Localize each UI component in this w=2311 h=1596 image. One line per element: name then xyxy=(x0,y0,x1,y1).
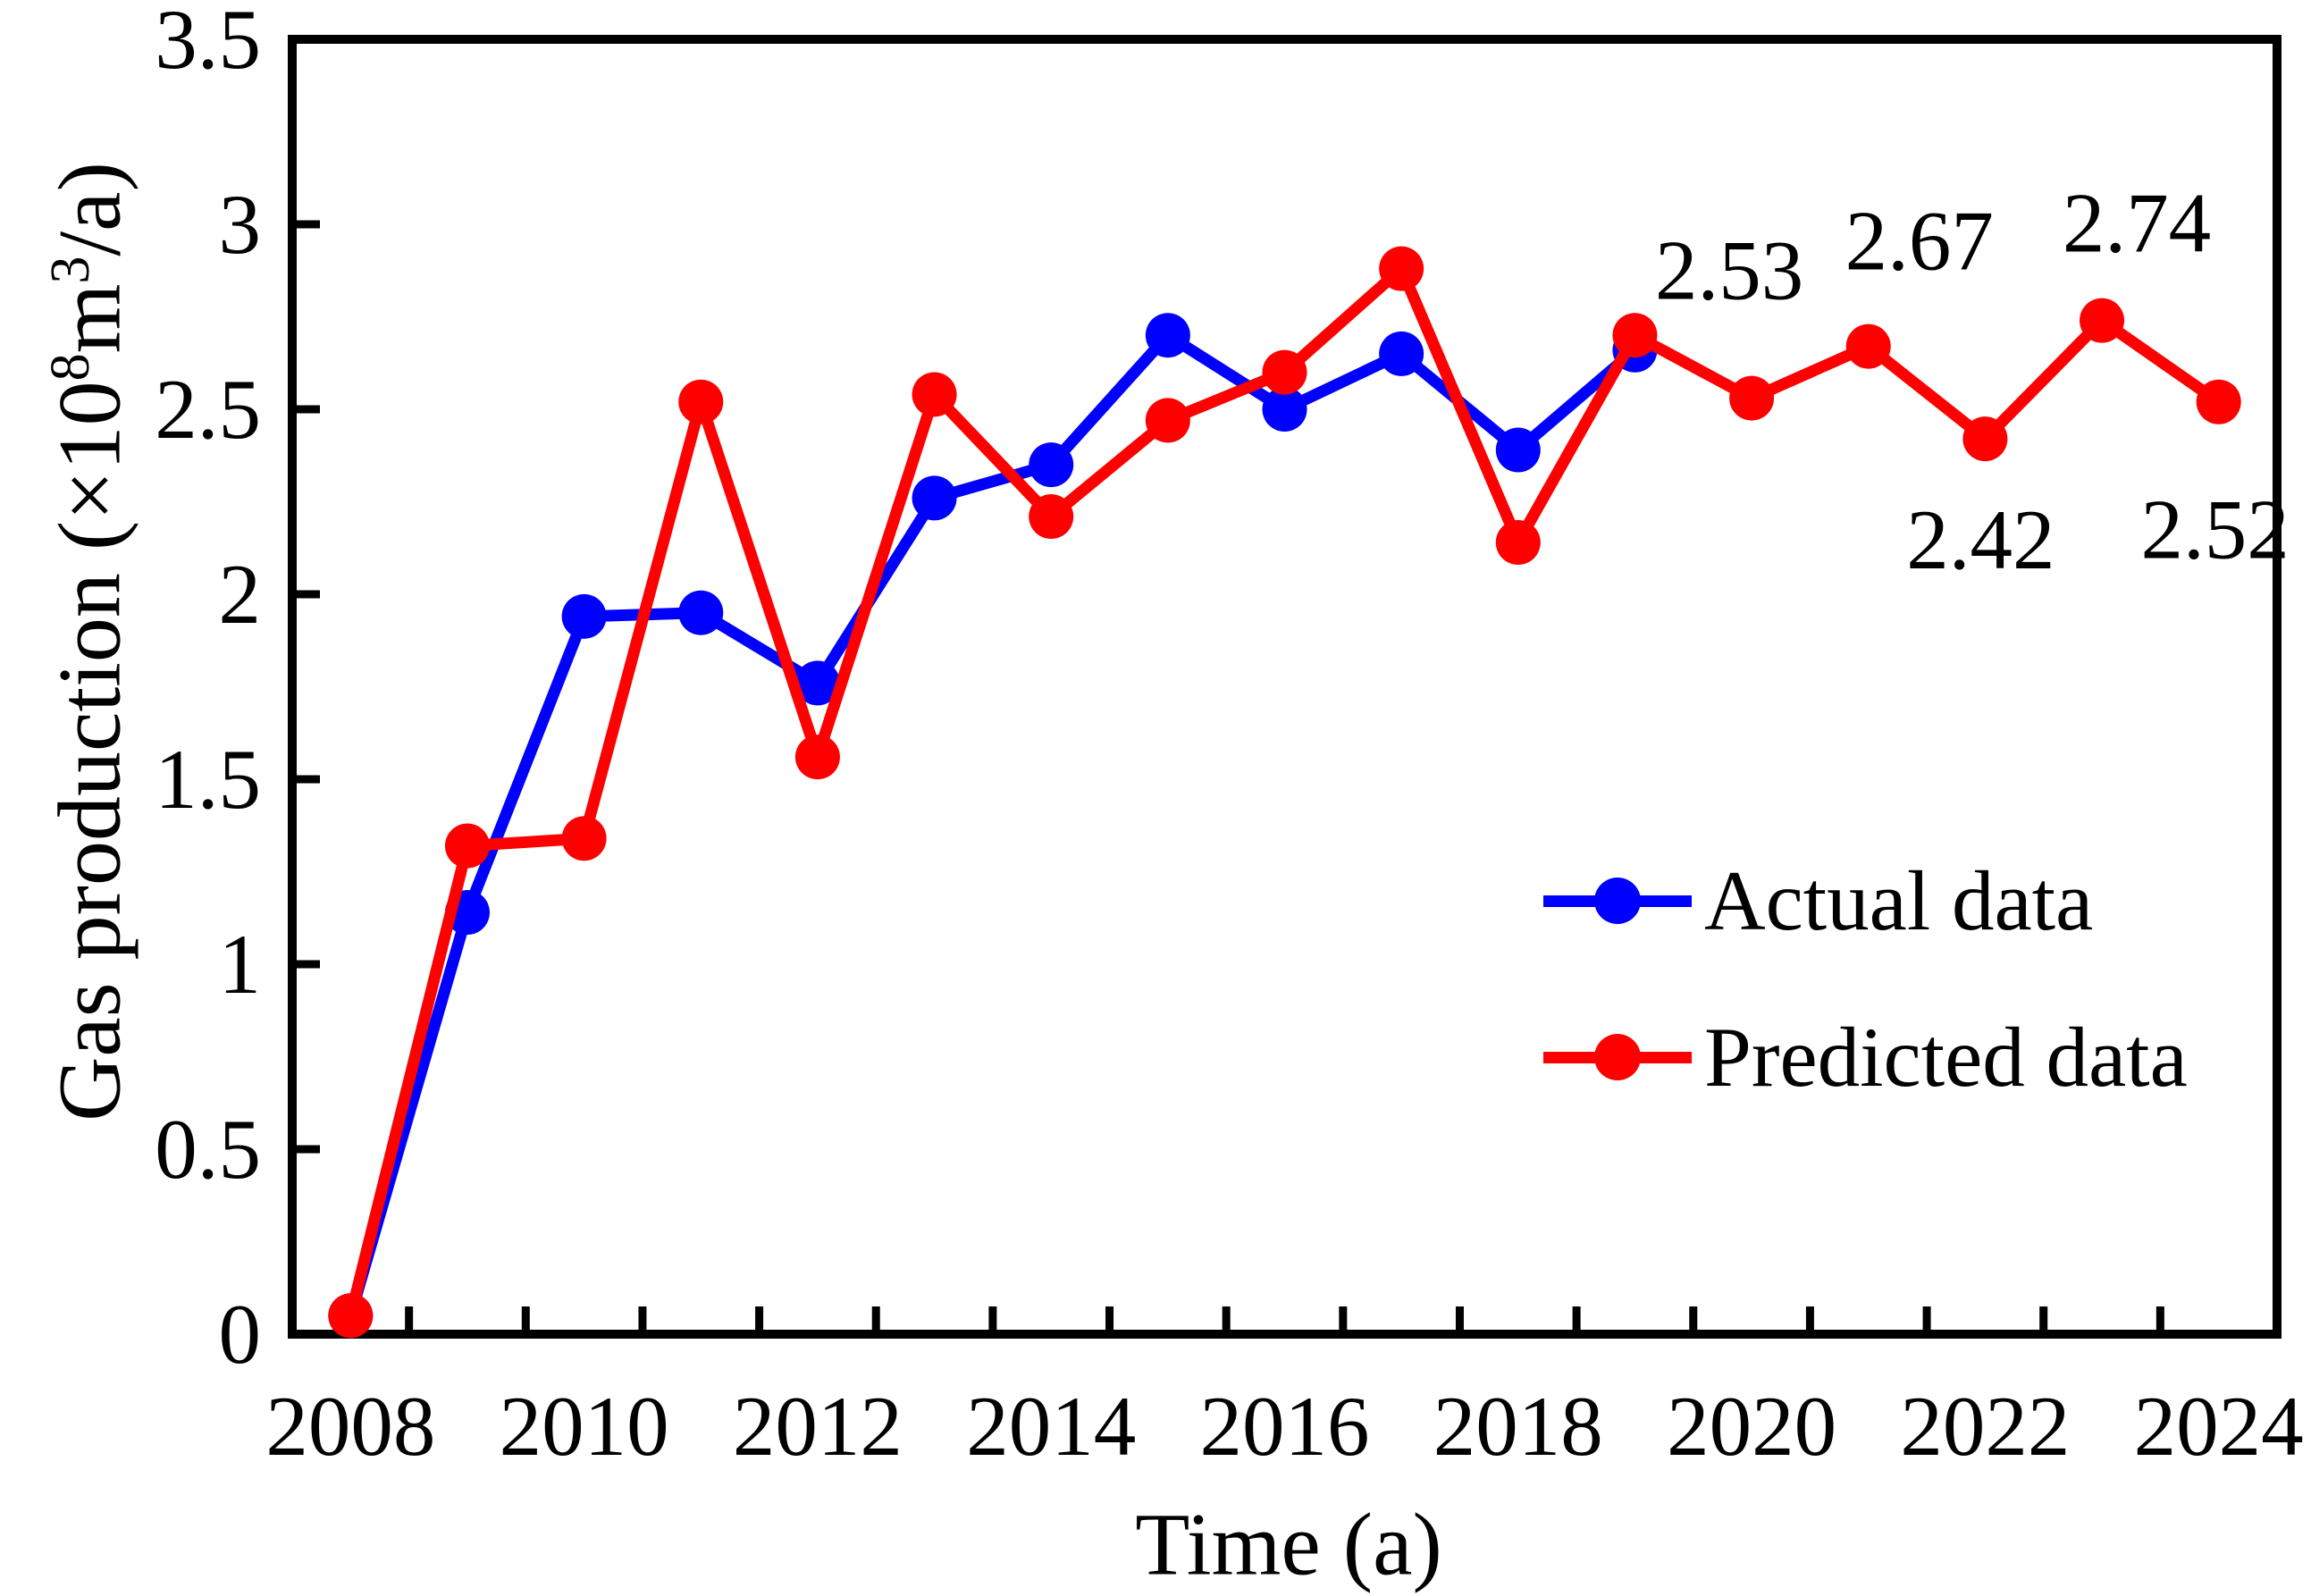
y-tick-label-1.5: 1.5 xyxy=(155,732,261,827)
data-point-actual-data-2011 xyxy=(678,590,724,635)
legend-dot-predicted xyxy=(1594,1034,1641,1080)
x-tick-label-2022: 2022 xyxy=(1900,1379,2070,1474)
data-point-actual-data-2014 xyxy=(1029,442,1074,488)
data-point-predicted-data-2022 xyxy=(1962,416,2008,462)
data-point-actual-data-2010 xyxy=(561,593,607,639)
y-tick-label-3.5: 3.5 xyxy=(155,0,261,87)
legend-label-actual: Actual data xyxy=(1704,853,2094,948)
data-point-predicted-data-2018 xyxy=(1495,520,1541,566)
x-tick-label-2014: 2014 xyxy=(966,1379,1136,1474)
x-tick-label-2018: 2018 xyxy=(1433,1379,1603,1474)
data-point-predicted-data-2019 xyxy=(1612,313,1658,358)
annotation-2.74: 2.74 xyxy=(2063,176,2211,271)
data-point-predicted-data-2011 xyxy=(678,379,724,424)
data-point-predicted-data-2013 xyxy=(912,372,957,417)
legend-item-predicted-data: Predicted data xyxy=(1543,1008,2188,1106)
annotation-2.67: 2.67 xyxy=(1845,194,1994,289)
data-point-actual-data-2012 xyxy=(794,660,840,706)
series-line-actual-data xyxy=(345,329,1639,1318)
legend-label-predicted: Predicted data xyxy=(1704,1010,2188,1105)
y-axis-title: Gas production (×108m3/a) xyxy=(39,162,139,1121)
data-point-predicted-data-2015 xyxy=(1145,398,1190,443)
data-point-actual-data-2016 xyxy=(1262,387,1307,432)
x-tick-label-2020: 2020 xyxy=(1667,1379,1836,1474)
legend-dot-actual xyxy=(1594,878,1641,924)
x-axis-title: Time (a) xyxy=(1135,1494,1442,1594)
annotation-2.53: 2.53 xyxy=(1655,223,1803,318)
y-tick-label-1: 1 xyxy=(219,917,262,1012)
data-point-predicted-data-2016 xyxy=(1262,349,1307,395)
data-point-actual-data-2015 xyxy=(1145,313,1190,358)
data-point-predicted-data-2020 xyxy=(1729,375,1775,421)
data-point-predicted-data-2023 xyxy=(2080,298,2125,343)
data-point-predicted-data-2014 xyxy=(1029,494,1074,540)
data-point-predicted-data-2024 xyxy=(2196,379,2241,424)
y-tick-label-2: 2 xyxy=(219,547,262,642)
y-tick-label-0: 0 xyxy=(219,1287,262,1382)
y-tick-label-0.5: 0.5 xyxy=(155,1102,261,1197)
x-tick-label-2008: 2008 xyxy=(265,1379,435,1474)
x-tick-label-2012: 2012 xyxy=(733,1379,903,1474)
data-point-predicted-data-2017 xyxy=(1379,246,1424,291)
data-point-predicted-data-2021 xyxy=(1845,323,1891,369)
data-point-predicted-data-2010 xyxy=(561,816,607,861)
legend-item-actual-data: Actual data xyxy=(1543,852,2093,950)
data-point-predicted-data-2012 xyxy=(794,735,840,780)
y-tick-label-3: 3 xyxy=(219,177,262,272)
x-tick-label-2024: 2024 xyxy=(2134,1379,2304,1474)
legend-marker-actual-icon xyxy=(1543,876,1692,926)
x-tick-label-2016: 2016 xyxy=(1200,1379,1370,1474)
annotation-2.42: 2.42 xyxy=(1906,492,2055,587)
y-tick-label-2.5: 2.5 xyxy=(155,362,261,457)
data-point-predicted-data-2009 xyxy=(444,823,490,869)
data-point-actual-data-2013 xyxy=(912,475,957,521)
data-point-actual-data-2018 xyxy=(1495,427,1541,473)
data-point-actual-data-2017 xyxy=(1379,331,1424,376)
data-point-predicted-data-2008 xyxy=(328,1293,374,1339)
legend-marker-predicted-icon xyxy=(1543,1032,1692,1082)
plot-border xyxy=(288,35,2282,1339)
x-tick-label-2010: 2010 xyxy=(500,1379,669,1474)
annotation-2.52: 2.52 xyxy=(2141,483,2290,577)
